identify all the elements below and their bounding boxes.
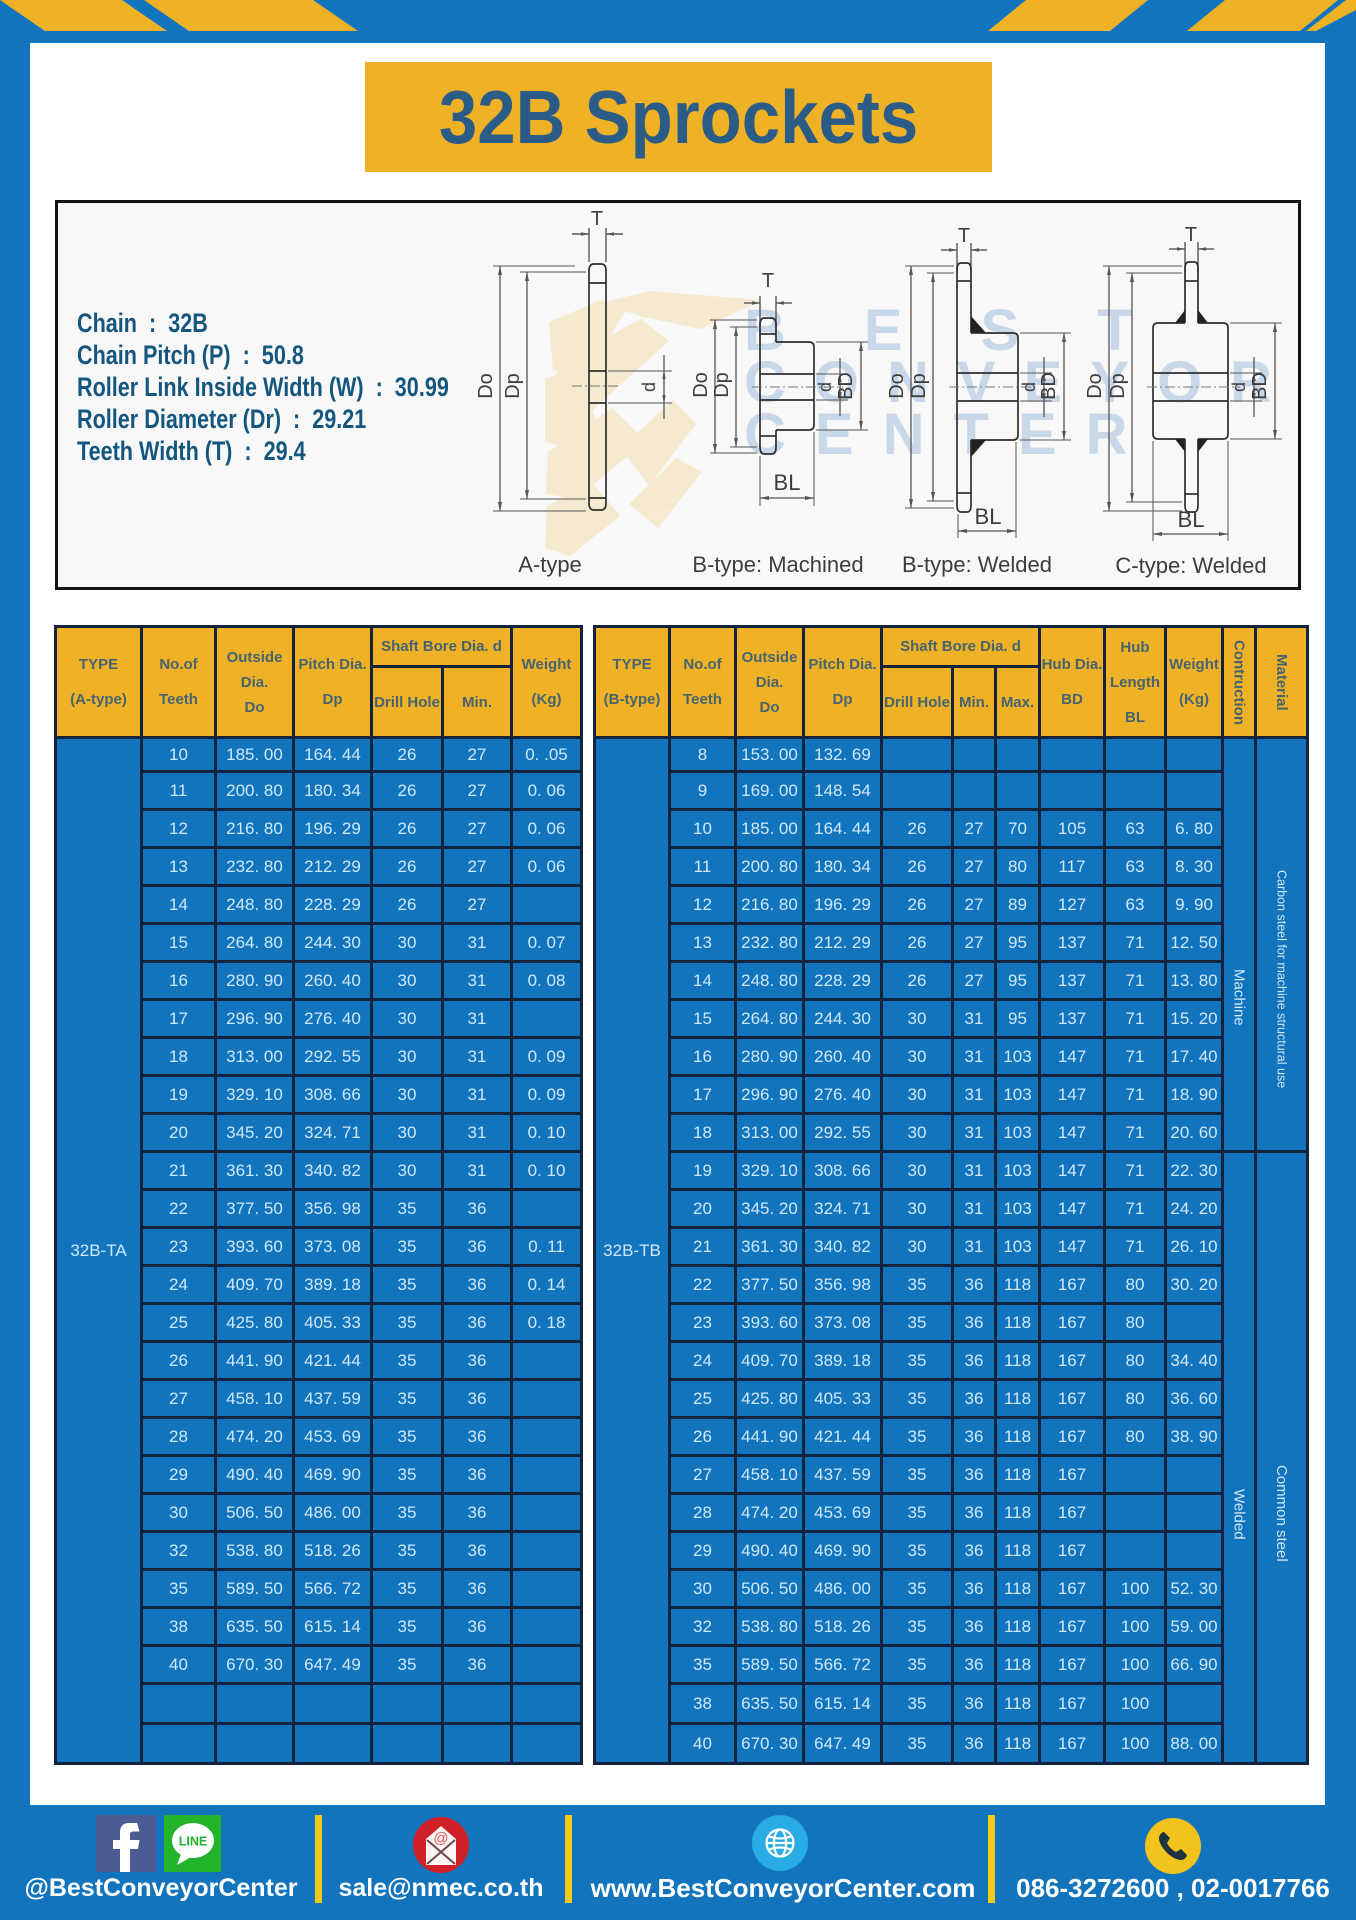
svg-text:@: @ <box>433 1830 448 1847</box>
svg-text:BD: BD <box>1249 372 1271 400</box>
svg-text:d: d <box>1229 382 1249 392</box>
svg-text:Do: Do <box>886 373 908 399</box>
svg-text:T: T <box>958 225 970 247</box>
svg-text:Dp: Dp <box>908 373 930 399</box>
svg-text:Do: Do <box>690 372 712 398</box>
svg-text:BD: BD <box>835 372 857 400</box>
svg-text:Dp: Dp <box>1107 373 1129 399</box>
svg-text:d: d <box>639 382 659 392</box>
svg-text:BD: BD <box>1038 372 1060 400</box>
svg-text:C-type: Welded: C-type: Welded <box>1115 553 1266 578</box>
svg-text:BL: BL <box>975 504 1002 529</box>
svg-text:T: T <box>591 208 603 230</box>
svg-text:BL: BL <box>1178 507 1205 532</box>
svg-text:BL: BL <box>774 470 801 495</box>
svg-text:d: d <box>815 382 835 392</box>
svg-text:B-type: Machined: B-type: Machined <box>692 552 863 577</box>
svg-text:Do: Do <box>475 373 497 399</box>
svg-text:LINE: LINE <box>179 1835 207 1849</box>
svg-text:B-type: Welded: B-type: Welded <box>902 552 1052 577</box>
svg-text:Do: Do <box>1084 373 1106 399</box>
svg-text:d: d <box>1019 382 1039 392</box>
svg-text:Dp: Dp <box>711 372 733 398</box>
svg-text:A-type: A-type <box>518 552 582 577</box>
svg-text:T: T <box>762 270 774 292</box>
svg-text:Dp: Dp <box>502 373 524 399</box>
svg-text:T: T <box>1185 224 1197 246</box>
